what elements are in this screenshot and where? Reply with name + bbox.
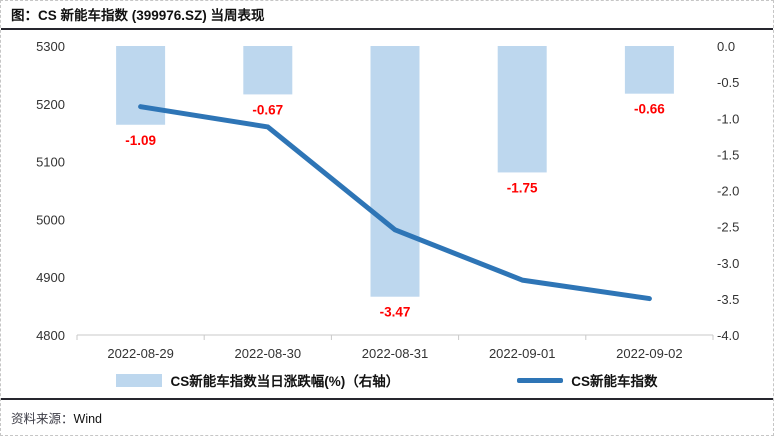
left-axis-label: 5100	[36, 155, 65, 170]
x-axis-label: 2022-08-29	[107, 346, 174, 361]
left-axis-label: 5200	[36, 97, 65, 112]
left-axis-label: 4900	[36, 270, 65, 285]
bar-value-label: -1.09	[125, 133, 156, 148]
bar-series-swatch	[116, 373, 163, 387]
bar	[624, 46, 674, 94]
bar	[243, 46, 293, 95]
right-axis-label: -3.0	[717, 256, 739, 271]
left-axis-label: 5300	[36, 39, 65, 54]
line-series-swatch	[517, 377, 564, 383]
bar	[370, 46, 420, 297]
legend-label-bar-series: CS新能车指数当日涨跌幅(%)（右轴）	[170, 374, 400, 389]
right-axis-label: -1.5	[717, 147, 739, 162]
right-axis-label: -1.0	[717, 111, 739, 126]
figure-title: 图：CS 新能车指数 (399976.SZ) 当周表现	[1, 1, 773, 30]
right-axis-label: -0.5	[717, 75, 739, 90]
chart-legend: CS新能车指数当日涨跌幅(%)（右轴） CS新能车指数	[1, 371, 773, 389]
bar	[497, 46, 547, 173]
x-axis-label: 2022-09-01	[489, 346, 556, 361]
source-note: 资料来源：Wind	[1, 398, 773, 435]
bar	[116, 46, 166, 125]
x-axis-label: 2022-09-02	[616, 346, 683, 361]
source-label: 资料来源：	[11, 412, 74, 426]
bar-value-label: -0.66	[634, 102, 665, 117]
right-axis-label: 0.0	[717, 39, 735, 54]
source-value: Wind	[73, 412, 102, 426]
legend-item-line-series: CS新能车指数	[517, 370, 658, 390]
legend-label-line-series: CS新能车指数	[571, 374, 658, 389]
index-line	[138, 104, 652, 302]
left-axis-label: 5000	[36, 212, 65, 227]
bar-value-label: -3.47	[380, 305, 411, 320]
bar-value-label: -1.75	[507, 180, 538, 195]
right-axis-label: -2.0	[717, 184, 739, 199]
legend-item-bar-series: CS新能车指数当日涨跌幅(%)（右轴）	[116, 370, 399, 390]
x-axis-label: 2022-08-31	[362, 346, 429, 361]
right-axis-label: -3.5	[717, 292, 739, 307]
right-axis-label: -2.5	[717, 220, 739, 235]
left-axis-label: 4800	[36, 328, 65, 343]
right-axis-label: -4.0	[717, 328, 739, 343]
bar-value-label: -0.67	[252, 102, 283, 117]
x-axis-label: 2022-08-30	[235, 346, 302, 361]
